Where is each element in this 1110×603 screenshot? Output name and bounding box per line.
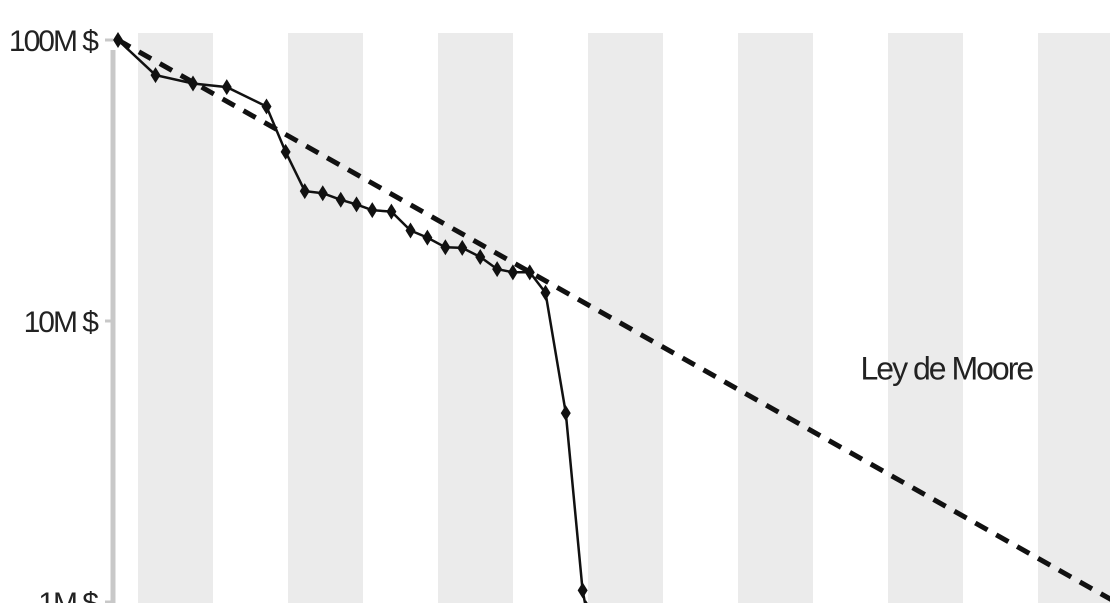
data-point xyxy=(280,143,291,160)
data-point xyxy=(560,405,571,422)
data-point xyxy=(422,229,433,246)
data-point xyxy=(351,196,362,213)
data-point xyxy=(150,67,161,84)
data-point xyxy=(492,261,503,278)
data-point xyxy=(367,202,378,219)
data-point xyxy=(221,79,232,96)
data-point xyxy=(577,582,588,599)
background-band xyxy=(138,33,213,603)
y-tick-label: 100M $ xyxy=(9,25,99,58)
background-band xyxy=(588,33,663,603)
background-band xyxy=(888,33,963,603)
data-point xyxy=(299,183,310,200)
series-0 xyxy=(113,32,588,603)
data-point xyxy=(475,248,486,265)
data-point xyxy=(317,185,328,202)
background-band xyxy=(738,33,813,603)
data-point xyxy=(405,222,416,239)
y-tick-label: 10M $ xyxy=(24,306,100,339)
data-point xyxy=(540,284,551,301)
data-point xyxy=(386,203,397,220)
annotation-label: Ley de Moore xyxy=(861,350,1034,386)
y-tick-label: 1M $ xyxy=(38,587,99,603)
background-bands xyxy=(138,33,1110,603)
data-point xyxy=(457,239,468,256)
data-point xyxy=(507,264,518,281)
background-band xyxy=(438,33,513,603)
annotations: Ley de Moore xyxy=(861,350,1036,386)
y-axis-ticks: 100M $ 10M $ 1M $ xyxy=(9,25,113,603)
series-layer xyxy=(113,32,1110,603)
data-point xyxy=(261,98,272,115)
background-band xyxy=(1038,33,1110,603)
data-point xyxy=(335,191,346,208)
background-band xyxy=(288,33,363,603)
data-point xyxy=(584,600,588,603)
data-point xyxy=(440,239,451,256)
